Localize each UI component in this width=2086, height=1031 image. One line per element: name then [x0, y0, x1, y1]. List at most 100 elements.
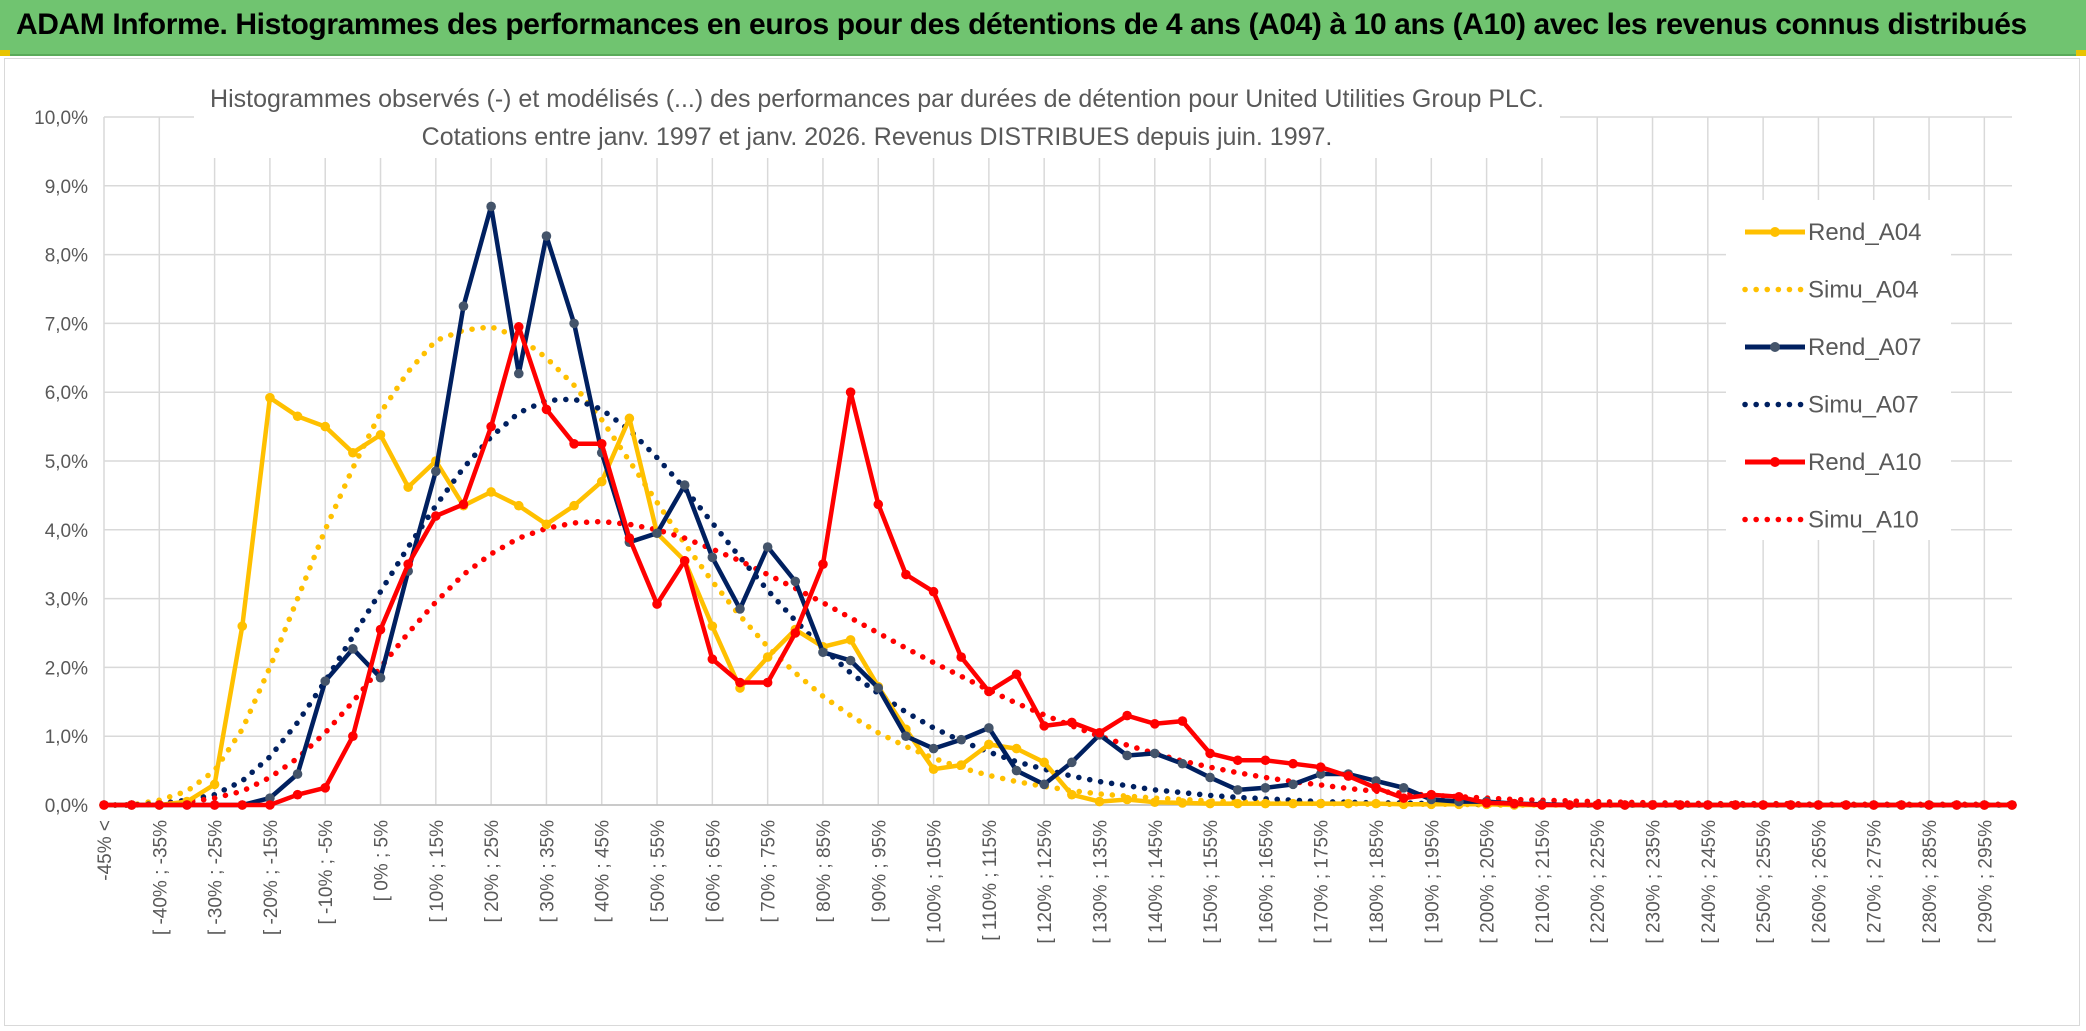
data-point — [818, 559, 828, 569]
legend-label: Simu_A07 — [1808, 392, 1919, 419]
data-point — [1730, 800, 1741, 810]
data-point — [652, 528, 662, 539]
x-tick-label: [ 200% ; 205% — [1478, 820, 1499, 944]
data-point — [1122, 710, 1132, 721]
data-point — [845, 635, 856, 645]
data-point — [984, 739, 994, 750]
x-tick-label: [ -30% ; -25% — [206, 820, 227, 935]
data-point — [1177, 716, 1188, 726]
legend-item-simu_a04: Simu_A04 — [1742, 277, 1919, 304]
legend-item-rend_a07: Rend_A07 — [1745, 334, 1921, 361]
data-point — [513, 322, 524, 332]
data-point — [458, 499, 469, 510]
x-tick-label: [ 130% ; 135% — [1090, 820, 1111, 944]
chart-frame — [4, 58, 2080, 1026]
data-point — [126, 800, 137, 810]
subtitle-background — [194, 76, 1560, 158]
data-point — [984, 686, 994, 697]
data-point — [1371, 783, 1381, 793]
legend-marker — [1770, 227, 1780, 237]
data-point — [209, 779, 220, 790]
data-point — [735, 677, 745, 688]
data-point — [1371, 776, 1381, 786]
x-tick-label: [ 40% ; 45% — [593, 820, 614, 923]
data-point — [1426, 789, 1437, 800]
data-point — [237, 800, 248, 810]
data-point — [486, 487, 496, 497]
data-point — [1039, 779, 1049, 790]
data-point — [901, 731, 911, 741]
data-point — [513, 500, 524, 511]
data-point — [403, 482, 413, 492]
data-point — [1067, 789, 1077, 800]
series-rend_a10 — [99, 322, 2017, 810]
data-point — [265, 800, 275, 810]
series-line-simu_a04 — [101, 323, 2015, 808]
x-axis-tick-labels: -45% < [ -40% ; -35% [ -30% ; -25% [ -20% ;… — [95, 820, 1996, 944]
data-point — [1343, 798, 1354, 809]
x-tick-label: [ 290% ; 295% — [1975, 820, 1996, 944]
banner-corner-left — [0, 50, 10, 56]
y-tick-label: 0,0% — [45, 796, 88, 817]
data-point — [873, 499, 884, 510]
data-point — [569, 439, 579, 449]
data-point — [762, 542, 773, 552]
series-line-rend_a07 — [104, 204, 2012, 808]
chart-subtitle-line1: Histogrammes observés (-) et modélisés (… — [210, 85, 1544, 113]
data-point — [1288, 798, 1298, 809]
legend-label: Simu_A04 — [1808, 277, 1919, 304]
data-point — [1177, 798, 1188, 808]
data-point — [1205, 748, 1215, 759]
data-point — [486, 201, 496, 212]
report-title: ADAM Informe. Histogrammes des performan… — [16, 8, 2027, 41]
data-point — [292, 789, 303, 800]
x-tick-label: [ 20% ; 25% — [482, 820, 503, 923]
banner-corner-right — [2076, 50, 2086, 56]
data-point — [431, 511, 441, 521]
data-point — [1149, 719, 1160, 729]
data-point — [320, 421, 331, 432]
x-tick-label: [ 50% ; 55% — [648, 820, 669, 923]
data-point — [403, 559, 413, 569]
x-tick-label: [ 180% ; 185% — [1367, 820, 1388, 944]
chart-subtitle-line2: Cotations entre janv. 1997 et janv. 2026… — [422, 123, 1333, 151]
data-point — [1205, 798, 1215, 809]
data-point — [596, 476, 607, 487]
data-point — [348, 644, 358, 654]
legend-marker — [1770, 457, 1780, 467]
x-tick-label: [ 120% ; 125% — [1035, 820, 1056, 944]
data-point — [1481, 798, 1492, 808]
data-point — [707, 621, 718, 631]
series-simu_a10 — [101, 518, 2015, 808]
legend-item-simu_a10: Simu_A10 — [1742, 507, 1919, 534]
x-tick-label: -45% < — [95, 820, 116, 881]
data-point — [624, 533, 635, 543]
data-point — [569, 500, 579, 511]
data-point — [486, 421, 496, 432]
data-point — [707, 654, 718, 664]
x-tick-label: [ 230% ; 235% — [1644, 820, 1665, 944]
x-tick-label: [ -10% ; -5% — [316, 820, 337, 925]
data-point — [735, 604, 745, 614]
data-point — [1868, 800, 1879, 810]
x-tick-label: [ 60% ; 65% — [703, 820, 724, 923]
data-point — [237, 621, 248, 631]
data-point — [154, 800, 165, 810]
data-point — [320, 676, 331, 686]
legend-item-rend_a04: Rend_A04 — [1745, 219, 1921, 246]
data-point — [292, 769, 303, 779]
data-point — [1122, 794, 1132, 805]
x-tick-label: [ 220% ; 225% — [1588, 820, 1609, 944]
data-point — [1094, 727, 1105, 738]
data-point — [1232, 785, 1243, 795]
y-axis-tick-labels: 0,0% 1,0% 2,0% 3,0% 4,0% 5,0% 6,0% 7,0% 8,0% 9,0%… — [34, 108, 88, 817]
x-tick-label: [ 250% ; 255% — [1754, 820, 1775, 944]
data-point — [1343, 771, 1354, 781]
data-point — [375, 430, 386, 440]
data-point — [762, 677, 773, 688]
data-point — [431, 466, 441, 477]
data-point — [1315, 769, 1326, 779]
y-tick-label: 9,0% — [45, 177, 88, 198]
data-point — [2007, 800, 2017, 810]
data-point — [265, 392, 275, 403]
